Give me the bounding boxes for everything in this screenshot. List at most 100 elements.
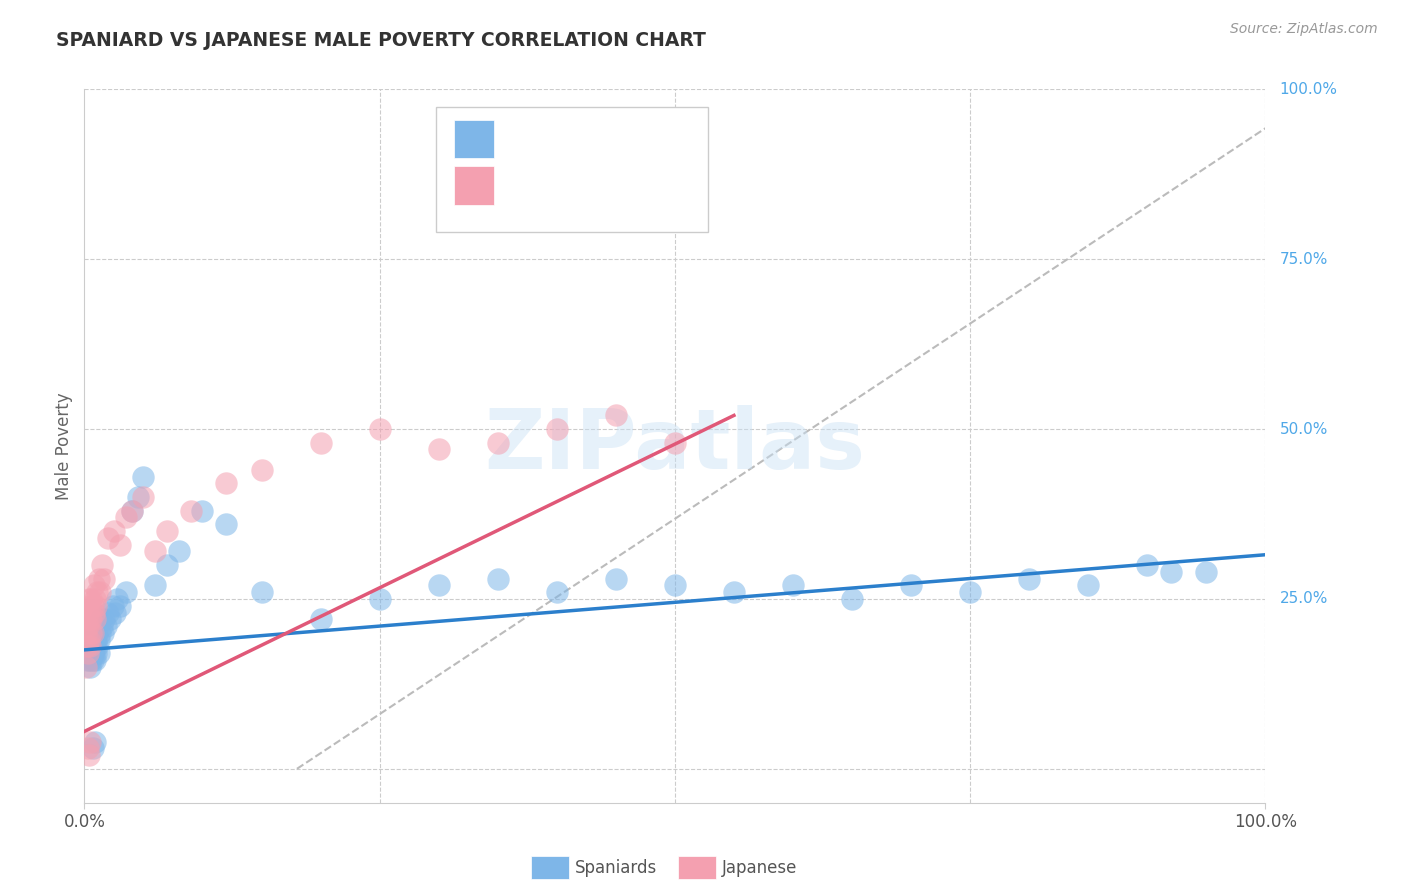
Point (84, 734, 107, 748)
Point (1077, 578, 1099, 592)
Point (80, 591, 103, 606)
Point (486, 435, 509, 450)
Point (79, 640, 101, 654)
Point (605, 409, 627, 423)
Text: ZIPatlas: ZIPatlas (485, 406, 865, 486)
Point (83, 578, 105, 592)
Point (143, 544, 166, 558)
Point (91, 619, 114, 633)
Point (114, 510, 136, 524)
Point (89, 585, 111, 599)
Point (90, 612, 112, 626)
Text: 48: 48 (681, 178, 706, 196)
Point (82, 741, 104, 756)
Point (143, 578, 166, 592)
Text: 0.621: 0.621 (561, 178, 617, 196)
Point (76, 612, 98, 626)
Point (91, 558, 114, 572)
Point (841, 591, 863, 606)
Point (84, 599, 107, 613)
Point (86, 626, 108, 640)
Point (87, 572, 110, 586)
FancyBboxPatch shape (531, 856, 568, 880)
Point (76, 640, 98, 654)
Point (75, 660, 97, 674)
Point (79, 599, 101, 613)
Text: N =: N = (627, 130, 668, 148)
Point (83, 606, 105, 620)
Point (77, 632, 100, 647)
Point (132, 469, 155, 483)
Point (368, 591, 391, 606)
Y-axis label: Male Poverty: Male Poverty (55, 392, 73, 500)
Point (77, 741, 100, 756)
Point (215, 476, 238, 491)
Point (97, 531, 120, 545)
Text: Japanese: Japanese (723, 859, 797, 877)
Point (80, 653, 103, 667)
Point (782, 578, 804, 592)
Point (104, 606, 127, 620)
Point (1160, 565, 1182, 579)
Point (93, 572, 115, 586)
Point (101, 599, 124, 613)
Point (82, 626, 104, 640)
Point (121, 503, 143, 517)
Point (82, 653, 104, 667)
Text: 50.0%: 50.0% (1279, 422, 1327, 436)
Text: Spaniards: Spaniards (575, 859, 657, 877)
Text: R =: R = (503, 130, 543, 148)
Point (1018, 572, 1040, 586)
Point (87, 632, 110, 647)
Point (103, 524, 125, 538)
Point (77, 606, 100, 620)
Point (76, 653, 98, 667)
Point (664, 578, 686, 592)
Point (127, 490, 149, 504)
Point (79, 612, 101, 626)
Point (77, 646, 100, 660)
Point (167, 544, 190, 558)
Point (77, 646, 100, 660)
Point (86, 640, 108, 654)
Point (83, 640, 105, 654)
Point (1195, 565, 1218, 579)
Point (83, 632, 105, 647)
Point (93, 612, 115, 626)
Point (368, 422, 391, 436)
Point (900, 578, 922, 592)
Text: 25.0%: 25.0% (1279, 591, 1327, 607)
Point (180, 503, 202, 517)
Point (86, 585, 108, 599)
Point (94, 619, 117, 633)
Point (486, 572, 509, 586)
Point (132, 490, 155, 504)
Point (84, 646, 107, 660)
Point (108, 599, 131, 613)
Point (84, 640, 107, 654)
Point (108, 537, 131, 551)
Point (79, 734, 101, 748)
Point (82, 646, 104, 660)
Point (121, 503, 143, 517)
Point (80, 632, 103, 647)
Point (82, 640, 104, 654)
Point (83, 646, 105, 660)
Point (546, 422, 568, 436)
Point (97, 606, 120, 620)
Point (98, 612, 121, 626)
Point (84, 653, 107, 667)
Point (546, 585, 568, 599)
Point (80, 626, 103, 640)
Point (250, 585, 273, 599)
Point (114, 585, 136, 599)
Point (75, 626, 97, 640)
Point (427, 442, 450, 457)
Point (84, 612, 107, 626)
Text: 75.0%: 75.0% (1279, 252, 1327, 267)
Text: Source: ZipAtlas.com: Source: ZipAtlas.com (1230, 22, 1378, 37)
Text: N =: N = (627, 178, 668, 196)
Point (91, 626, 114, 640)
Point (77, 591, 100, 606)
Point (77, 748, 100, 763)
